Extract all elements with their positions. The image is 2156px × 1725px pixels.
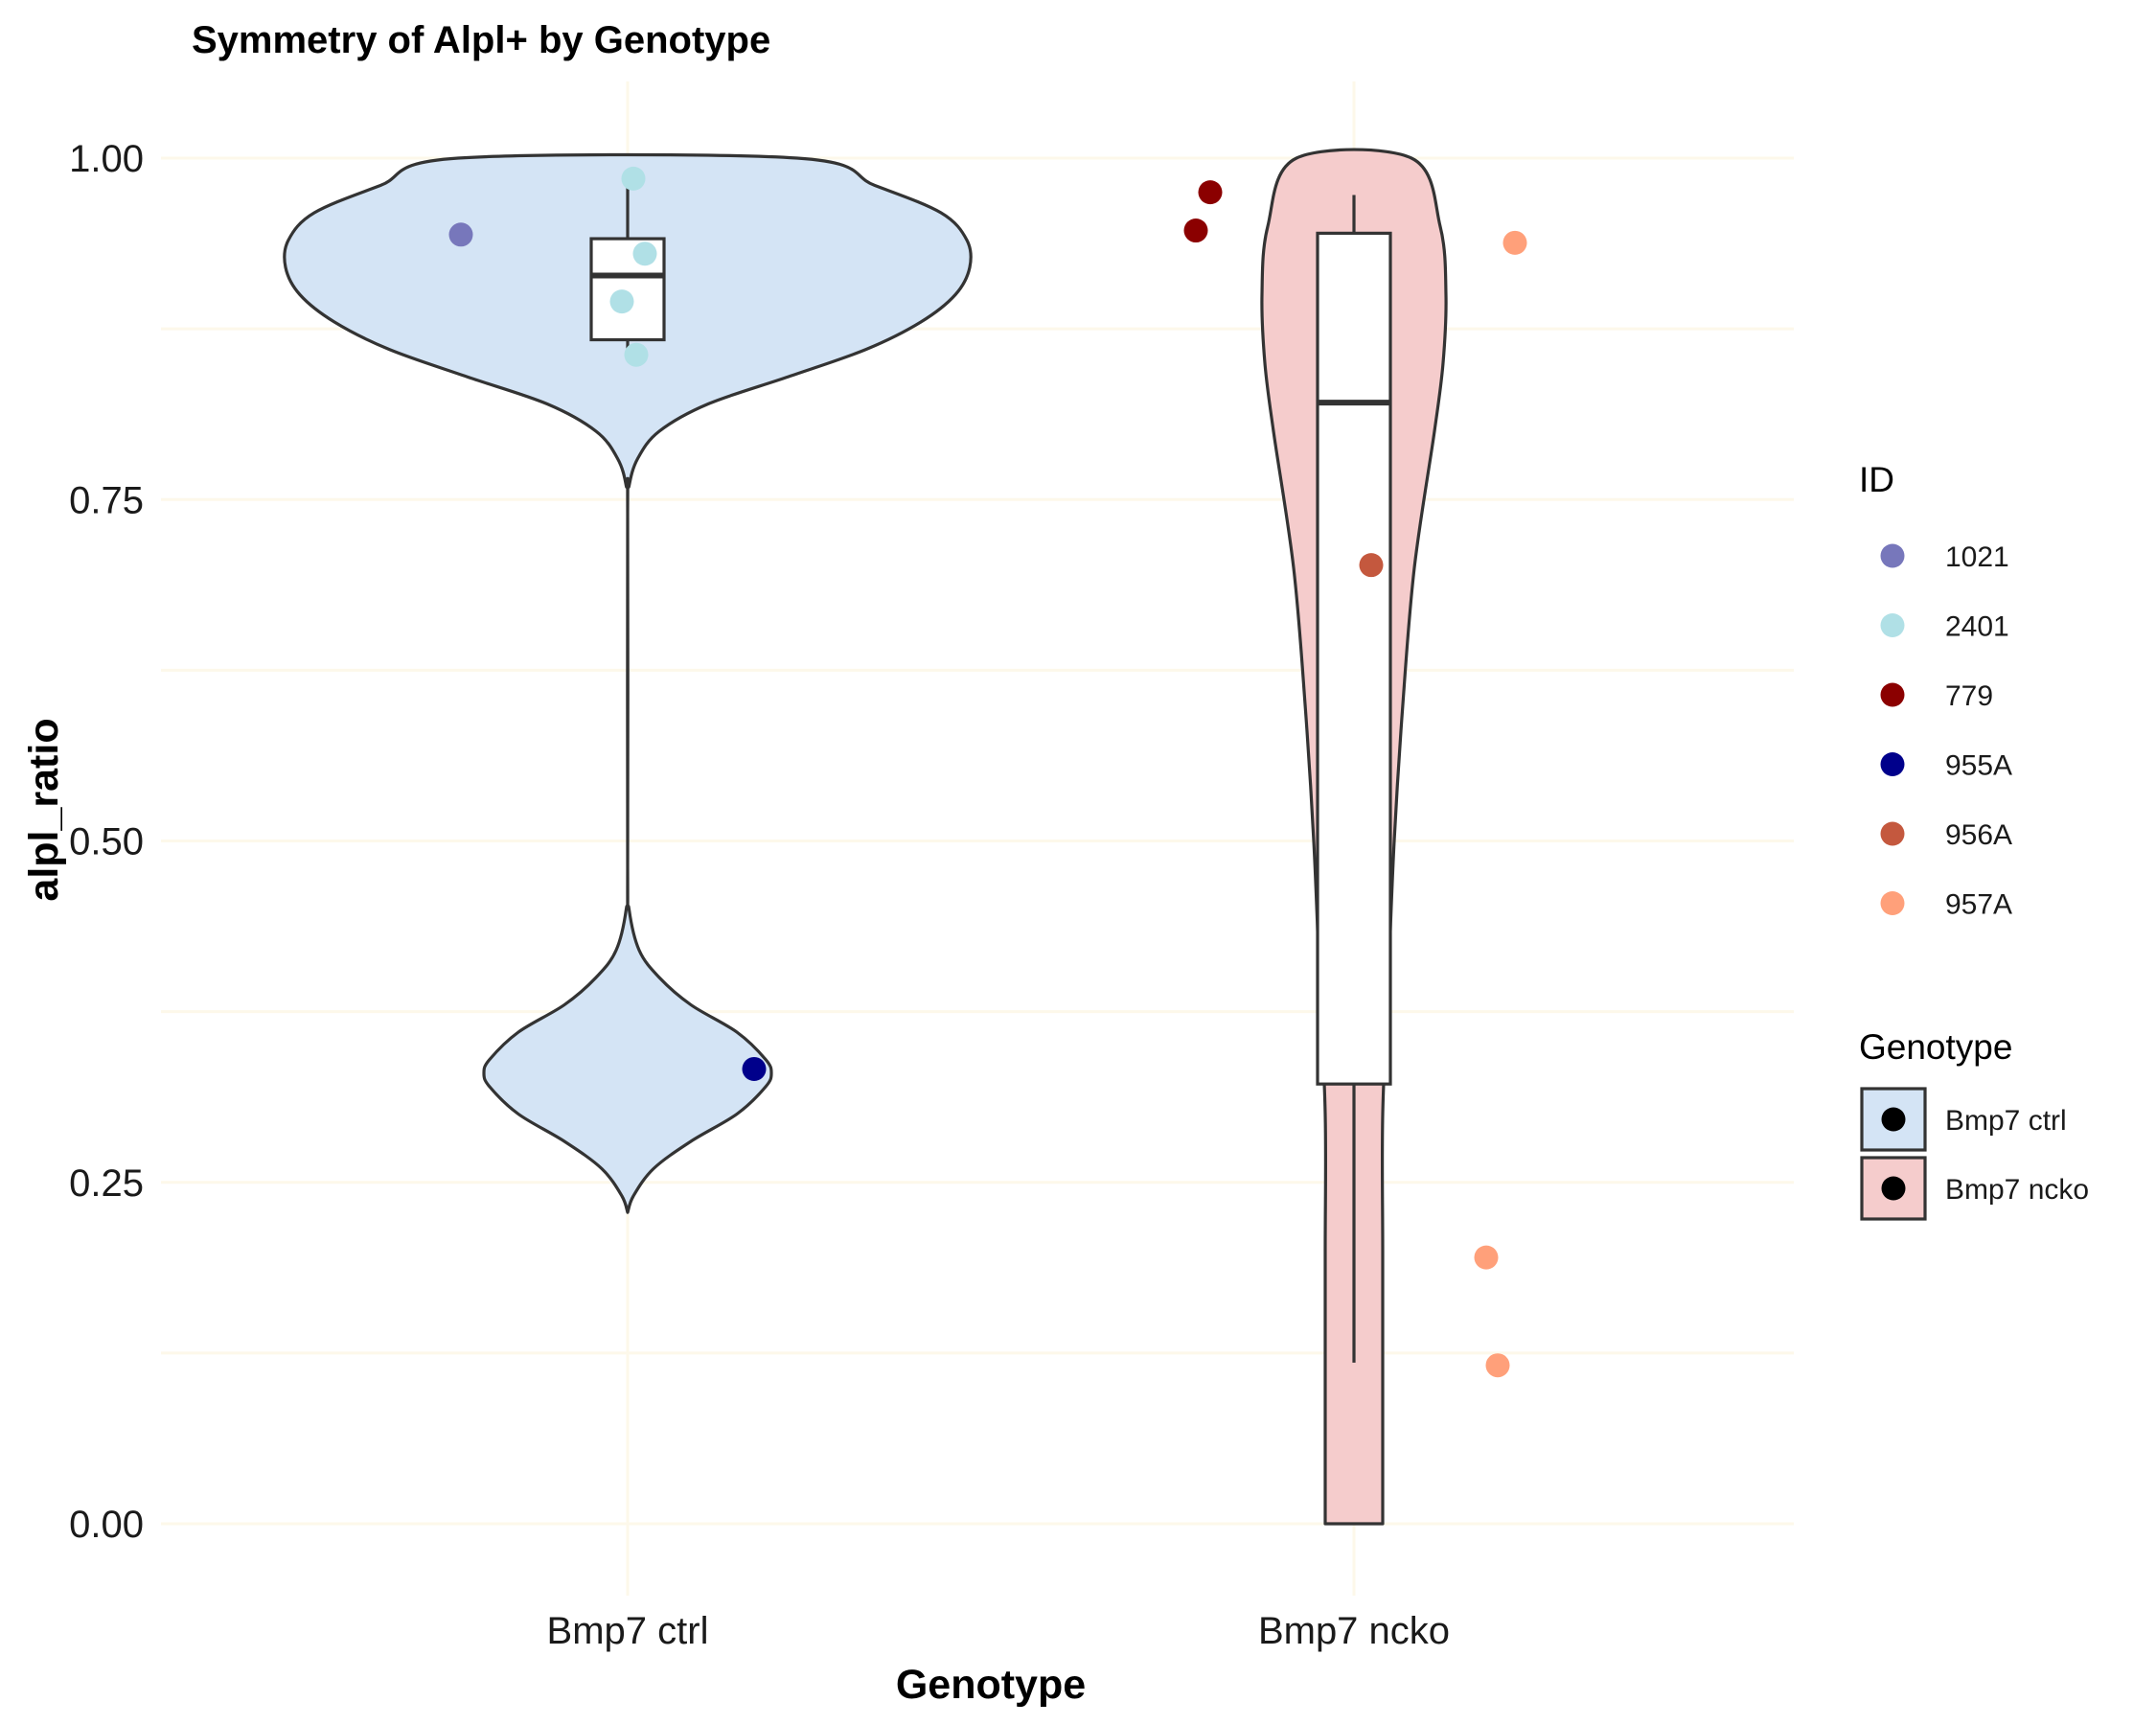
legend-id-key (1880, 891, 1905, 915)
data-point-779 (1198, 180, 1223, 205)
boxplots (589, 178, 1392, 1363)
data-point-2401 (624, 342, 649, 367)
boxplot-bmp7-ncko (1316, 195, 1392, 1363)
legend-genotype-label: Bmp7 ctrl (1945, 1105, 2067, 1137)
x-axis-ticks: Bmp7 ctrl Bmp7 ncko (547, 1610, 1451, 1652)
y-tick-label: 0.00 (69, 1504, 144, 1546)
x-tick-label: Bmp7 ctrl (547, 1610, 709, 1652)
violin-bmp7-ctrl (283, 152, 973, 1214)
chart-title: Symmetry of Alpl+ by Genotype (192, 19, 770, 61)
legend-id-label: 1021 (1945, 541, 2009, 573)
legend-id-label: 956A (1945, 819, 2012, 851)
data-point-957A (1474, 1245, 1499, 1270)
y-axis-title: alpl_ratio (21, 718, 67, 901)
y-tick-label: 0.25 (69, 1162, 144, 1205)
violins (283, 148, 1448, 1526)
legend-genotype-dot (1881, 1107, 1906, 1132)
legend-id-key (1880, 682, 1905, 707)
legend-id: ID 1021 2401 779 955A 956A 957A (1859, 460, 2012, 921)
legend-genotype-dot (1881, 1176, 1906, 1201)
x-axis-title: Genotype (896, 1662, 1086, 1708)
legend-id-label: 2401 (1945, 611, 2009, 643)
legend-id-label: 779 (1945, 680, 1993, 712)
legend-genotype: Genotype Bmp7 ctrl Bmp7 ncko (1859, 1027, 2089, 1221)
legend-genotype-label: Bmp7 ncko (1945, 1174, 2089, 1206)
data-point-2401 (609, 289, 634, 314)
legend-id-label: 955A (1945, 750, 2012, 782)
legend-id-title: ID (1859, 460, 1894, 499)
legend-id-key (1880, 821, 1905, 846)
y-tick-label: 0.50 (69, 821, 144, 863)
data-point-1021 (448, 222, 473, 247)
data-point-956A (1359, 553, 1384, 578)
data-point-2401 (621, 166, 646, 191)
boxplot-bmp7-ctrl (589, 178, 666, 356)
legend-id-key (1880, 613, 1905, 637)
data-point-2401 (632, 242, 657, 266)
legend-id-label: 957A (1945, 889, 2012, 921)
y-axis-ticks: 0.00 0.25 0.50 0.75 1.00 (69, 138, 144, 1546)
y-tick-label: 1.00 (69, 138, 144, 180)
box-iqr (1316, 231, 1392, 1086)
x-tick-label: Bmp7 ncko (1258, 1610, 1450, 1652)
legend-id-key (1880, 752, 1905, 776)
data-point-957A (1502, 230, 1527, 255)
data-points (448, 166, 1527, 1378)
legend-id-key (1880, 543, 1905, 568)
data-point-779 (1183, 218, 1208, 243)
data-point-957A (1485, 1353, 1510, 1378)
legend-genotype-title: Genotype (1859, 1027, 2012, 1067)
data-point-955A (742, 1056, 767, 1081)
y-tick-label: 0.75 (69, 479, 144, 521)
